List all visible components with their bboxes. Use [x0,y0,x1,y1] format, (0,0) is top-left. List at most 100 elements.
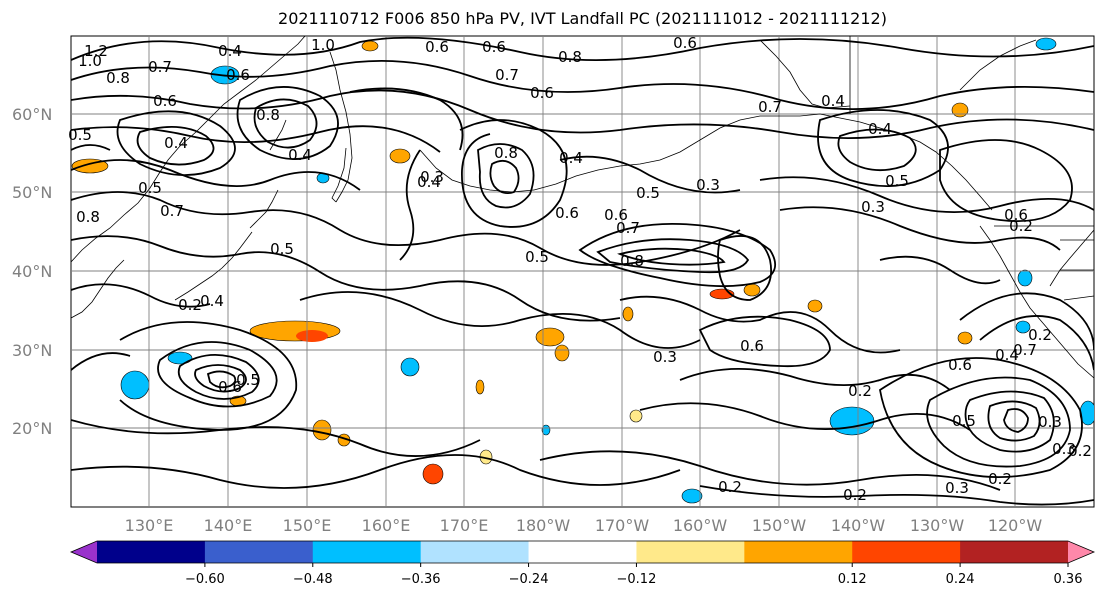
shade-blob [681,488,703,504]
contour-label: 0.8 [76,208,100,226]
shade-blob [475,379,485,395]
colorbar-tick-label: −0.60 [185,572,225,587]
colorbar-tick-label: 0.24 [946,572,975,587]
contour-label: 0.4 [559,149,583,167]
contour-label: 0.3 [420,168,444,186]
latitude-labels: 60°N 50°N 40°N 30°N 20°N [12,105,52,438]
colorbar-segment [528,541,637,563]
contour-label: 0.2 [718,478,742,496]
contour-label: 1.2 [84,42,108,60]
shade-blob [554,344,570,362]
contour-label: 0.4 [995,346,1019,364]
contour-label: 0.3 [861,198,885,216]
colorbar-segment [420,541,530,563]
shade-blob [1015,320,1031,334]
colorbar-segment [960,541,1069,563]
shade-blob [296,330,328,342]
contour-label: 0.5 [270,240,294,258]
contour-label: 0.3 [1052,440,1076,458]
contour-label: 0.6 [604,206,628,224]
contour-label: 0.3 [653,348,677,366]
contour-label: 0.7 [495,66,519,84]
contour-label: 0.8 [558,48,582,66]
contour-label: 0.2 [843,486,867,504]
contour-labels: 1.21.00.40.61.00.70.6 0.6 0.60.80.70.80.60… [68,34,1092,504]
shade-blob [1017,269,1033,287]
lon-label: 140°W [831,516,886,535]
colorbar-tick-label: 0.36 [1054,572,1083,587]
contour-label: 0.4 [821,92,845,110]
lat-label: 40°N [12,262,52,281]
colorbar-extend-low [71,541,97,563]
shaded-anomalies [71,37,1094,504]
contour-label: 0.2 [848,382,872,400]
contour-label: 0.6 [226,66,250,84]
shade-blob [400,357,420,377]
contour-label: 0.2 [988,470,1012,488]
colorbar-tick-label: −0.36 [401,572,441,587]
shade-blob [312,419,332,441]
lat-label: 60°N [12,105,52,124]
shade-blob [743,283,761,297]
contour-label: 0.4 [218,42,242,60]
contour-label: 0.4 [868,120,892,138]
colorbar-tick-label: −0.24 [509,572,549,587]
contour-label: 0.7 [758,98,782,116]
lat-label: 30°N [12,341,52,360]
plot-area [70,35,1095,508]
colorbar-tick-label: −0.12 [617,572,657,587]
shade-blob [120,370,150,400]
lon-label: 140°E [204,516,253,535]
shade-blob [622,306,634,322]
lon-label: 160°W [673,516,728,535]
contour-label: 0.4 [200,292,224,310]
contour-label: 0.2 [1028,326,1052,344]
colorbar: −0.60−0.48−0.36−0.24−0.120.120.240.360.4… [69,540,1096,587]
contour-label: 0.6 [153,92,177,110]
lat-label: 20°N [12,419,52,438]
lon-label: 120°W [988,516,1043,535]
contour-label: 1.0 [78,52,102,70]
contour-label: 0.4 [288,146,312,164]
shade-blob [389,148,411,164]
contour-label: 0.5 [636,184,660,202]
contour-label: 0.4 [417,173,441,191]
contour-label: 0.2 [1068,442,1092,460]
contour-label: 0.5 [952,412,976,430]
contour-label: 0.7 [160,202,184,220]
shade-blob [535,327,565,347]
map-title: 2021110712 F006 850 hPa PV, IVT Landfall… [278,9,887,28]
contour-label: 0.7 [148,58,172,76]
contour-label: 0.3 [696,176,720,194]
lon-label: 130°W [910,516,965,535]
contour-label: 0.2 [178,296,202,314]
contour-label: 0.5 [885,172,909,190]
contour-label: 0.7 [1013,341,1037,359]
contour-label: 0.8 [106,69,130,87]
contour-label: 0.8 [256,106,280,124]
contour-label: 0.3 [945,479,969,497]
lat-label: 50°N [12,183,52,202]
shade-blob [951,102,969,118]
contour-label: 0.6 [740,337,764,355]
lon-label: 180°W [516,516,571,535]
colorbar-segment [204,541,314,563]
contour-label: 0.6 [425,38,449,56]
lon-label: 170°W [595,516,650,535]
contour-lines [71,36,1094,506]
lon-label: 170°E [440,516,489,535]
lon-label: 150°E [283,516,332,535]
longitude-labels: 130°E 140°E 150°E 160°E 170°E 180°W 170°… [125,516,1043,535]
contour-label: 0.5 [138,179,162,197]
shade-blob [957,331,973,345]
colorbar-outline [69,540,1096,564]
colorbar-segment [636,541,745,563]
contour-label: 0.5 [68,126,92,144]
lon-label: 130°E [125,516,174,535]
colorbar-segment [744,541,853,563]
colorbar-segment [852,541,961,563]
colorbar-extend-high [1068,541,1094,563]
colorbar-tick-label: 0.12 [838,572,867,587]
contour-label: 0.6 [482,38,506,56]
